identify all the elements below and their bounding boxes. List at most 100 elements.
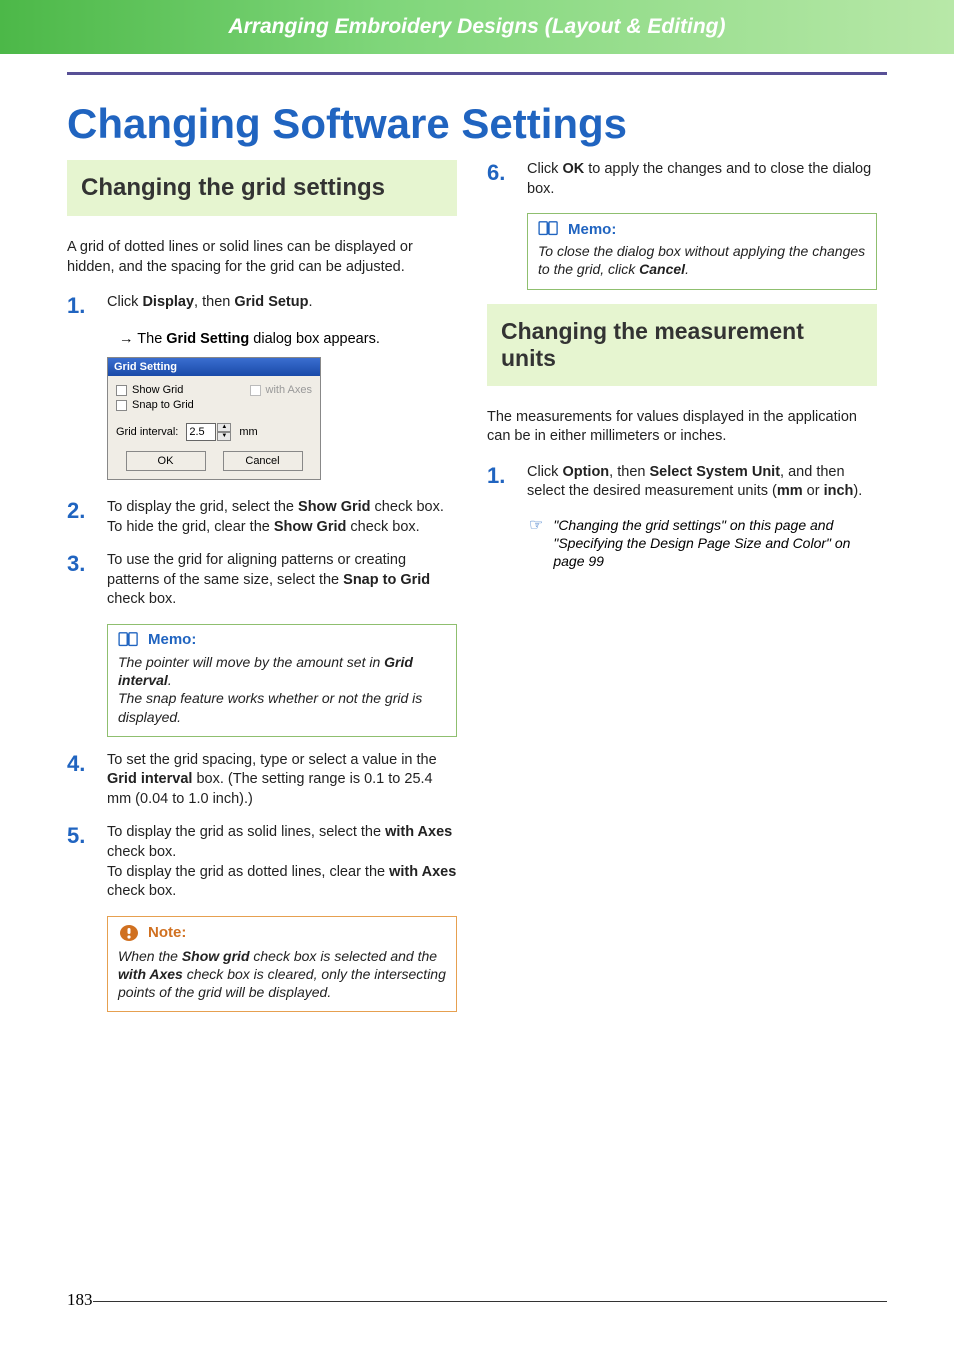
note-header: Note: [118, 923, 446, 943]
step-number: 1. [487, 463, 527, 502]
with-axes-checkbox[interactable] [250, 385, 261, 396]
text: . [308, 294, 312, 310]
show-grid-row: Show Grid with Axes [116, 384, 312, 396]
top-rule [67, 72, 887, 75]
show-grid-checkbox[interactable] [116, 385, 127, 396]
text: → The [119, 331, 166, 347]
step-4: 4. To set the grid spacing, type or sele… [67, 751, 457, 810]
text: . [168, 672, 172, 688]
with-axes-label: with Axes [266, 384, 312, 396]
dialog-button-row: OK Cancel [116, 451, 312, 471]
text: To hide the grid, clear the [107, 519, 274, 535]
bold: with Axes [118, 966, 183, 982]
memo-box-pointer: Memo: The pointer will move by the amoun… [107, 624, 457, 737]
text: check box. [371, 499, 444, 515]
memo-box-cancel: Memo: To close the dialog box without ap… [527, 213, 877, 289]
memo-header: Memo: [538, 220, 866, 238]
bold: with Axes [389, 864, 456, 880]
spinner-up[interactable]: ▲ [217, 423, 231, 432]
step-body: To display the grid as solid lines, sele… [107, 823, 457, 901]
right-column: 6. Click OK to apply the changes and to … [487, 160, 877, 570]
spinner-down[interactable]: ▼ [217, 432, 231, 441]
text: When the [118, 948, 182, 964]
reference-text: "Changing the grid settings" on this pag… [553, 516, 877, 571]
step-number: 1. [67, 293, 107, 317]
text: ). [853, 483, 862, 499]
step-6: 6. Click OK to apply the changes and to … [487, 160, 877, 199]
interval-unit: mm [239, 426, 257, 438]
note-label: Note: [148, 924, 186, 941]
note-box: Note: When the Show grid check box is se… [107, 916, 457, 1013]
step-body: To set the grid spacing, type or select … [107, 751, 457, 810]
text: check box. [107, 591, 176, 607]
memo-icon [118, 631, 140, 649]
bold: mm [777, 483, 803, 499]
step-body: To use the grid for aligning patterns or… [107, 551, 457, 610]
bold: Grid Setup [234, 294, 308, 310]
text: . [685, 261, 689, 277]
memo-body: The pointer will move by the amount set … [118, 653, 446, 726]
bold: inch [824, 483, 854, 499]
bold: with Axes [385, 824, 452, 840]
grid-intro-text: A grid of dotted lines or solid lines ca… [67, 238, 457, 277]
bold: Snap to Grid [343, 572, 430, 588]
bold: Grid interval [107, 771, 192, 787]
text: dialog box appears. [249, 331, 380, 347]
text: or [803, 483, 824, 499]
dialog-titlebar: Grid Setting [108, 358, 320, 376]
text: To close the dialog box without applying… [538, 243, 865, 277]
chapter-header-bar: Arranging Embroidery Designs (Layout & E… [0, 0, 954, 54]
memo-label: Memo: [568, 221, 616, 238]
measurement-intro-text: The measurements for values displayed in… [487, 408, 877, 447]
step1-result: → The Grid Setting dialog box appears. [119, 331, 457, 347]
cross-reference: ☞ "Changing the grid settings" on this p… [529, 516, 877, 571]
step-number: 6. [487, 160, 527, 199]
text: Click [107, 294, 142, 310]
main-title: Changing Software Settings [67, 100, 627, 148]
text: To display the grid, select the [107, 499, 298, 515]
interval-input[interactable] [186, 423, 216, 441]
step-body: To display the grid, select the Show Gri… [107, 498, 457, 537]
interval-label: Grid interval: [116, 426, 178, 438]
step-number: 2. [67, 498, 107, 537]
text: The pointer will move by the amount set … [118, 654, 384, 670]
bold: Show Grid [298, 499, 371, 515]
text: To display the grid as solid lines, sele… [107, 824, 385, 840]
bold: Show grid [182, 948, 250, 964]
step-2: 2. To display the grid, select the Show … [67, 498, 457, 537]
step-number: 5. [67, 823, 107, 901]
bold: Show Grid [274, 519, 347, 535]
text: check box. [107, 883, 176, 899]
text: To set the grid spacing, type or select … [107, 752, 437, 768]
note-body: When the Show grid check box is selected… [118, 947, 446, 1002]
text: To display the grid as dotted lines, cle… [107, 864, 389, 880]
chapter-title: Arranging Embroidery Designs (Layout & E… [228, 15, 725, 39]
step-1: 1. Click Display, then Grid Setup. [67, 293, 457, 317]
step-number: 3. [67, 551, 107, 610]
bold: Display [142, 294, 194, 310]
page-number: 183 [67, 1290, 93, 1310]
text: The snap feature works whether or not th… [118, 690, 422, 724]
cancel-button[interactable]: Cancel [223, 451, 303, 471]
pointing-hand-icon: ☞ [529, 516, 543, 571]
grid-setting-dialog: Grid Setting Show Grid with Axes Snap to… [107, 357, 457, 480]
step-3: 3. To use the grid for aligning patterns… [67, 551, 457, 610]
note-icon [118, 923, 140, 943]
step-1-right: 1. Click Option, then Select System Unit… [487, 463, 877, 502]
ok-button[interactable]: OK [126, 451, 206, 471]
step-body: Click OK to apply the changes and to clo… [527, 160, 877, 199]
text: , then [194, 294, 234, 310]
memo-body: To close the dialog box without applying… [538, 242, 866, 278]
snap-to-grid-checkbox[interactable] [116, 400, 127, 411]
snap-to-grid-label: Snap to Grid [132, 399, 194, 411]
bold: Option [562, 464, 609, 480]
dialog-window: Grid Setting Show Grid with Axes Snap to… [107, 357, 321, 480]
left-column: Changing the grid settings A grid of dot… [67, 160, 457, 1026]
bottom-rule [93, 1301, 887, 1302]
step-body: Click Option, then Select System Unit, a… [527, 463, 877, 502]
bold: OK [562, 161, 584, 177]
snap-to-grid-row: Snap to Grid [116, 399, 312, 411]
memo-header: Memo: [118, 631, 446, 649]
bold: Select System Unit [649, 464, 780, 480]
text: check box. [107, 844, 176, 860]
